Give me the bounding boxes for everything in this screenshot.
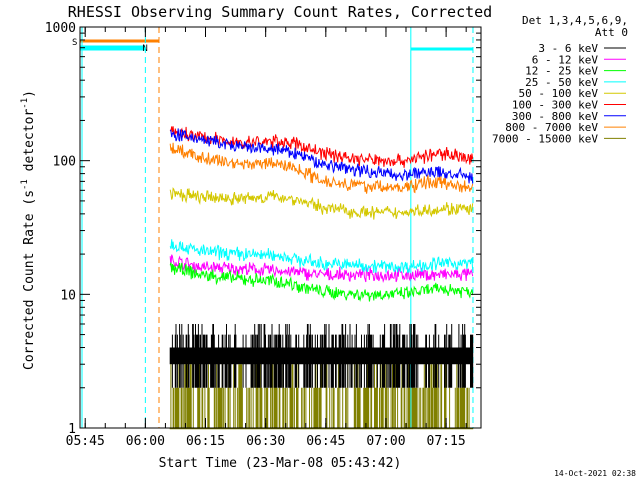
- series-50-100kev-line: [169, 187, 474, 220]
- footer-timestamp: 14-Oct-2021 02:38: [554, 469, 636, 478]
- legend-label: 300 - 800 keV: [512, 110, 598, 123]
- legend-label: 100 - 300 keV: [512, 99, 598, 112]
- series-25-50kev-line: [169, 239, 474, 274]
- y-tick-label: 10: [60, 288, 76, 303]
- y-label-part: detector: [22, 109, 37, 180]
- x-tick-label: 06:00: [126, 434, 165, 449]
- x-tick-label: 07:00: [366, 434, 405, 449]
- y-tick-label: 1000: [45, 21, 76, 36]
- x-tick-label: 06:45: [306, 434, 345, 449]
- y-label-part: ): [22, 90, 37, 98]
- x-tick-label: 06:15: [186, 434, 225, 449]
- chart-title: RHESSI Observing Summary Count Rates, Co…: [68, 3, 492, 21]
- legend-title-line: Att 0: [595, 26, 628, 39]
- legend-label: 800 - 7000 keV: [505, 121, 598, 134]
- legend-label: 6 - 12 keV: [532, 53, 599, 66]
- legend-title-line: Det 1,3,4,5,6,9,: [522, 14, 628, 27]
- series-3-6-kev: [169, 324, 474, 388]
- series-7000-15000-kev: [169, 364, 474, 430]
- series-300-800kev-line: [169, 128, 474, 184]
- x-tick-label: 05:45: [66, 434, 105, 449]
- x-tick-label: 06:30: [246, 434, 285, 449]
- flag-s-label: S: [72, 38, 77, 48]
- plot-frame: [79, 26, 482, 429]
- y-tick-label: 1: [68, 422, 76, 437]
- legend-label: 25 - 50 keV: [525, 76, 598, 89]
- y-label-superscript: -1: [20, 179, 30, 190]
- series-6-12kev-line: [169, 254, 474, 284]
- y-label-superscript: -1: [20, 98, 30, 109]
- legend-label: 12 - 25 keV: [525, 65, 598, 78]
- series-800-7000kev-line: [169, 142, 474, 194]
- axes: 1 10 100 1000 05:45 06:00 06:15 06:30 06:45 07:00…: [45, 21, 482, 449]
- y-tick-label: 100: [53, 155, 76, 170]
- legend-label: 50 - 100 keV: [519, 87, 599, 100]
- x-tick-label: 07:15: [427, 434, 466, 449]
- legend-label: 7000 - 15000 keV: [492, 132, 598, 145]
- series-12-25kev-line: [169, 262, 474, 302]
- legend-label: 3 - 6 keV: [538, 42, 598, 55]
- series-100-300kev-line: [169, 126, 474, 168]
- x-axis-label: Start Time (23-Mar-08 05:43:42): [159, 456, 402, 471]
- y-axis-label: Corrected Count Rate (s-1 detector-1): [20, 90, 37, 370]
- y-label-part: Corrected Count Rate (s: [22, 190, 37, 370]
- plot-area: SN: [72, 27, 474, 430]
